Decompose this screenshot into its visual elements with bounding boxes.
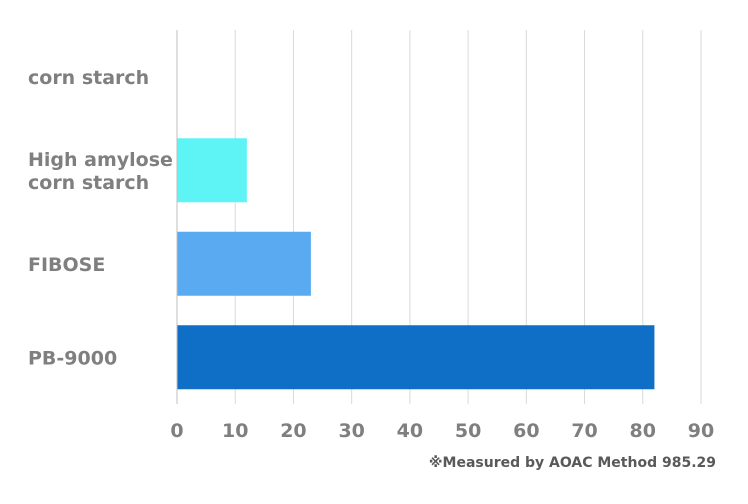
x-tick-40: 40 xyxy=(397,420,423,442)
bars xyxy=(177,138,655,390)
category-label-corn-starch: corn starch xyxy=(28,67,149,89)
bar-high-amylose-corn-starch xyxy=(177,138,247,203)
x-tick-0: 0 xyxy=(170,420,183,442)
x-tick-60: 60 xyxy=(513,420,539,442)
bar-pb-9000 xyxy=(177,325,655,390)
category-label-fibose: FIBOSE xyxy=(28,254,105,276)
gridlines xyxy=(234,30,702,404)
x-tick-10: 10 xyxy=(222,420,248,442)
category-labels: corn starch High amylose corn starch FIBOSE… xyxy=(28,67,173,370)
x-tick-50: 50 xyxy=(455,420,481,442)
x-tick-80: 80 xyxy=(630,420,656,442)
x-tick-20: 20 xyxy=(280,420,306,442)
x-tick-labels: 0 10 20 30 40 50 60 70 80 90 xyxy=(170,420,714,442)
category-label-pb-9000: PB-9000 xyxy=(28,347,117,369)
x-tick-70: 70 xyxy=(571,420,597,442)
bar-fibose xyxy=(177,231,311,296)
footnote: ※Measured by AOAC Method 985.29 xyxy=(428,455,716,471)
x-tick-30: 30 xyxy=(338,420,364,442)
category-label-high-amylose-corn-starch: High amylose corn starch xyxy=(28,149,173,194)
x-tick-90: 90 xyxy=(688,420,714,442)
